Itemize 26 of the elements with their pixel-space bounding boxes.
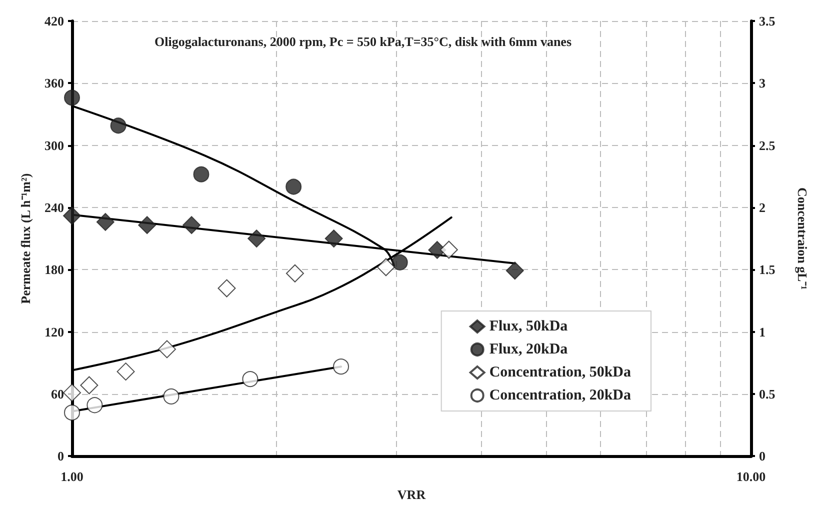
x-tick-label: 10.00 xyxy=(736,469,766,484)
y2-tick-label: 0.5 xyxy=(759,386,776,402)
y-tick-label: 360 xyxy=(44,76,64,91)
y2-tick-label: 3 xyxy=(759,76,766,91)
y2-tick-label: 2 xyxy=(759,200,766,215)
text: Oligogalacturonans, 2000 rpm, Pc = 550 kPa,T=35°C, disk with 6mm vanes xyxy=(154,34,572,49)
legend-label: Concentration, 50kDa xyxy=(489,364,632,380)
legend-label: Flux, 50kDa xyxy=(489,318,568,334)
y-tick-label: 180 xyxy=(44,262,64,278)
x-axis-title: VRR xyxy=(397,487,426,502)
y-tick-label: 300 xyxy=(44,138,64,153)
y-axis-title: Permeate flux (L h⁻¹m²) xyxy=(18,173,33,304)
y2-tick-label: 0 xyxy=(759,448,766,464)
y-tick-label: 120 xyxy=(44,324,64,340)
y-tick-label: 60 xyxy=(51,386,64,402)
y2-axis-title: Concentraion gL⁻¹ xyxy=(795,187,810,290)
x-tick-label: 1.00 xyxy=(60,469,84,484)
legend-label: Concentration, 20kDa xyxy=(489,388,632,404)
y2-tick-label: 1 xyxy=(759,324,766,340)
y-tick-label: 0 xyxy=(58,448,64,464)
y-tick-label: 240 xyxy=(44,200,64,215)
y2-tick-label: 2.5 xyxy=(759,138,776,153)
y2-tick-label: 1.5 xyxy=(759,262,776,278)
y2-tick-label: 3.5 xyxy=(759,14,776,28)
legend-label: Flux, 20kDa xyxy=(489,342,568,358)
y-tick-label: 420 xyxy=(44,14,64,28)
